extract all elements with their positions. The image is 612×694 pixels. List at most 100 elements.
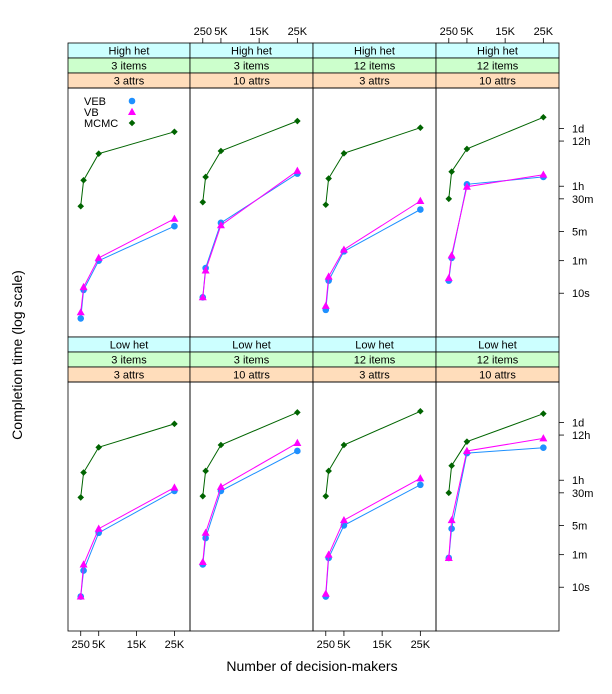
data-point-mcmc — [540, 410, 547, 417]
data-point-vb — [76, 308, 85, 316]
data-point-mcmc — [294, 409, 301, 416]
legend-label-vb: VB — [84, 107, 99, 119]
strip-label-items: 3 items — [111, 61, 147, 73]
x-tick-label: 5K — [92, 639, 106, 651]
data-point-mcmc — [417, 407, 424, 415]
strip-label-items: 12 items — [354, 61, 396, 73]
data-point-vb — [216, 482, 225, 490]
data-point-vb — [416, 474, 425, 482]
panel-frame — [67, 381, 191, 632]
data-point-vb — [216, 221, 225, 229]
data-point-mcmc — [325, 467, 332, 475]
data-point-vb — [201, 266, 210, 274]
series-line-veb — [448, 176, 544, 281]
series-line-vb — [202, 442, 298, 563]
strip-label-attrs: 3 attrs — [114, 370, 145, 382]
strip-label-attrs: 10 attrs — [479, 76, 516, 88]
data-point-veb — [77, 315, 85, 322]
x-tick-label: 250 — [317, 639, 335, 651]
data-point-vb — [324, 550, 333, 558]
strip-label-het: Low het — [110, 340, 149, 352]
data-point-mcmc — [340, 150, 348, 157]
data-point-mcmc — [171, 128, 178, 136]
data-point-mcmc — [417, 124, 424, 132]
x-tick-label: 250 — [72, 639, 90, 651]
strip-label-attrs: 10 attrs — [233, 370, 270, 382]
strip-label-het: High het — [231, 46, 272, 58]
data-point-vb — [94, 253, 103, 261]
data-point-veb — [294, 447, 301, 455]
x-tick-label: 15K — [372, 639, 392, 651]
legend-label-veb: VEB — [84, 96, 106, 108]
y-tick-label: 1d — [572, 417, 584, 429]
data-point-vb — [539, 434, 548, 442]
strip-label-items: 3 items — [234, 61, 270, 73]
x-tick-label: 5K — [214, 26, 228, 38]
strip-label-het: High het — [354, 46, 395, 58]
panel-frame — [189, 87, 314, 338]
y-tick-label: 1m — [572, 256, 587, 268]
series-line-vb — [448, 174, 544, 279]
series-line-mcmc — [325, 410, 421, 497]
strip-label-attrs: 10 attrs — [233, 76, 270, 88]
data-point-vb — [462, 182, 471, 190]
data-point-vb — [321, 301, 330, 309]
x-tick-label: 5K — [337, 639, 351, 651]
x-tick-label: 250 — [440, 26, 458, 38]
panel-frame — [312, 87, 437, 338]
data-point-mcmc — [445, 195, 453, 203]
strip-label-items: 12 items — [477, 355, 519, 367]
data-point-veb — [202, 534, 209, 542]
data-point-mcmc — [448, 168, 455, 176]
data-point-mcmc — [95, 444, 103, 451]
panel-frame — [435, 381, 560, 632]
y-tick-label: 10s — [572, 582, 590, 594]
data-point-mcmc — [448, 462, 455, 470]
data-point-mcmc — [199, 198, 207, 206]
data-point-veb — [80, 567, 87, 574]
x-tick-label: 25K — [288, 26, 308, 38]
data-point-vb — [94, 524, 103, 532]
strip-label-attrs: 10 attrs — [479, 370, 516, 382]
series-line-vb — [325, 200, 421, 306]
series-line-mcmc — [80, 423, 175, 498]
data-point-vb — [324, 272, 333, 280]
series-line-mcmc — [80, 131, 175, 207]
data-point-mcmc — [202, 467, 209, 475]
x-tick-label: 5K — [460, 26, 474, 38]
strip-label-het: Low het — [478, 340, 517, 352]
series-line-vb — [325, 477, 421, 594]
data-point-mcmc — [322, 492, 330, 500]
data-point-veb — [540, 444, 547, 451]
y-tick-label: 5m — [572, 520, 587, 532]
legend-marker-mcmc — [128, 119, 136, 127]
x-tick-label: 15K — [495, 26, 515, 38]
series-line-veb — [448, 447, 544, 559]
data-point-vb — [339, 245, 348, 253]
data-point-mcmc — [463, 145, 471, 153]
x-tick-label: 15K — [127, 639, 147, 651]
data-point-vb — [444, 273, 453, 282]
series-line-mcmc — [325, 127, 421, 205]
series-line-mcmc — [448, 413, 544, 493]
strip-label-attrs: 3 attrs — [359, 370, 390, 382]
y-tick-label: 10s — [572, 288, 590, 300]
series-line-vb — [202, 170, 298, 298]
y-tick-label: 1h — [572, 475, 584, 487]
strip-label-attrs: 3 attrs — [359, 76, 390, 88]
y-tick-label: 12h — [572, 430, 590, 442]
series-line-mcmc — [202, 411, 298, 497]
y-tick-label: 30m — [572, 194, 593, 206]
data-point-vb — [76, 592, 85, 600]
strip-label-het: Low het — [355, 340, 394, 352]
strip-label-het: High het — [477, 46, 518, 58]
data-point-mcmc — [77, 494, 85, 501]
x-tick-label: 25K — [411, 639, 431, 651]
data-point-vb — [198, 557, 207, 566]
data-point-mcmc — [202, 173, 209, 181]
data-point-vb — [170, 483, 179, 491]
data-point-vb — [416, 196, 425, 204]
x-tick-label: 25K — [534, 26, 554, 38]
data-point-veb — [448, 525, 455, 533]
